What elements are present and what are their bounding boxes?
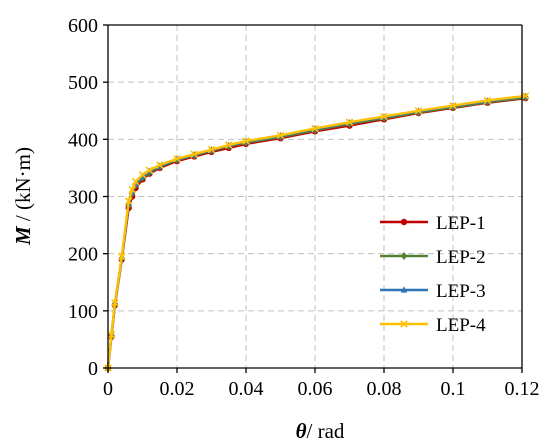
legend-entry-lep-4: LEP-4 (380, 315, 486, 336)
legend-label: LEP-1 (436, 213, 486, 234)
y-tick-label: 0 (88, 358, 98, 380)
data-point-lep-4 (128, 185, 136, 194)
data-point-lep-4 (345, 118, 354, 126)
legend-marker (400, 320, 408, 328)
data-point-lep-4 (131, 177, 140, 186)
legend-label: LEP-2 (436, 247, 486, 268)
x-tick-label: 0.08 (367, 378, 402, 400)
x-tick-label: 0.1 (441, 378, 466, 400)
data-point-lep-4 (207, 145, 216, 154)
data-point-lep-4 (380, 112, 388, 121)
x-tick-label: 0.06 (298, 378, 333, 400)
axes (103, 24, 523, 373)
data-point-lep-4 (173, 155, 181, 163)
legend-entry-lep-1: LEP-1 (380, 213, 486, 234)
legend-marker (400, 252, 408, 260)
y-tick-label: 600 (68, 15, 98, 37)
data-point-lep-4 (145, 166, 154, 174)
data-point-lep-4 (311, 124, 319, 133)
data-point-lep-4 (124, 197, 133, 205)
legend-label: LEP-4 (436, 315, 486, 336)
data-point-lep-4 (224, 141, 233, 149)
data-point-lep-4 (111, 299, 119, 307)
data-point-lep-4 (483, 96, 492, 105)
x-axis-label: θ/ rad (296, 419, 345, 443)
data-point-lep-4 (155, 161, 164, 169)
x-tick-label: 0.12 (505, 378, 540, 400)
x-tick-labels: 0 0.02 0.04 0.06 0.08 0.1 0.12 (103, 378, 540, 400)
y-tick-label: 300 (68, 187, 98, 209)
series-group (104, 92, 530, 372)
legend-entry-lep-3: LEP-3 (380, 281, 486, 302)
data-point-lep-4 (414, 106, 423, 115)
legend-marker (400, 218, 408, 226)
data-point-lep-4 (107, 331, 116, 339)
y-tick-label: 100 (68, 301, 98, 323)
y-axis-label: M / (kN·m) (11, 147, 35, 246)
data-point-lep-4 (138, 171, 147, 179)
x-tick-label: 0.02 (160, 378, 195, 400)
data-point-lep-4 (118, 252, 126, 261)
y-tick-label: 500 (68, 72, 98, 94)
x-tick-label: 0.04 (229, 378, 264, 400)
data-point-lep-4 (449, 101, 457, 110)
data-point-lep-4 (190, 150, 199, 158)
data-point-lep-4 (276, 131, 285, 140)
x-tick-label: 0 (103, 378, 113, 400)
data-point-lep-4 (242, 137, 250, 145)
legend: LEP-1 LEP-2 LEP-3 LEP-4 (380, 213, 486, 336)
y-tick-labels: 0 100 200 300 400 500 600 (68, 15, 98, 380)
y-tick-label: 400 (68, 129, 98, 151)
y-tick-label: 200 (68, 244, 98, 266)
grid-lines (108, 25, 522, 368)
legend-label: LEP-3 (436, 281, 486, 302)
legend-entry-lep-2: LEP-2 (380, 247, 486, 268)
legend-marker (400, 286, 408, 293)
data-point-lep-4 (521, 92, 530, 100)
